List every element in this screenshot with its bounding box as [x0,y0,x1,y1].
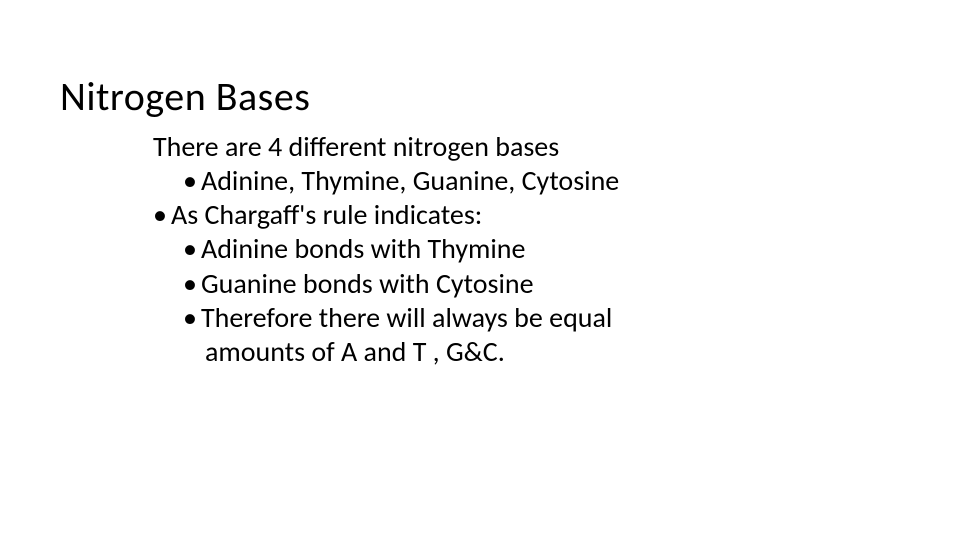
bullet-text: Adinine bonds with Thymine [201,231,525,266]
bullet-item-therefore-cont: amounts of A and T , G&C. [205,335,853,369]
bullet-item-gc: •Guanine bonds with Cytosine [183,267,853,301]
slide: Nitrogen Bases There are 4 different nit… [0,0,960,540]
bullet-text: Guanine bonds with Cytosine [201,266,534,301]
bullet-icon: • [183,164,201,198]
bullet-text: Adinine, Thymine, Guanine, Cytosine [201,163,619,198]
bullet-item-chargaff: •As Chargaff's rule indicates: [153,198,853,232]
slide-body: There are 4 different nitrogen bases •Ad… [153,130,853,369]
bullet-text: Therefore there will always be equal [201,300,612,335]
body-line-intro: There are 4 different nitrogen bases [153,130,853,164]
bullet-item-at: •Adinine bonds with Thymine [183,232,853,266]
bullet-text: As Chargaff's rule indicates: [171,197,482,232]
bullet-item-therefore: •Therefore there will always be equal [183,301,853,335]
bullet-icon: • [183,232,201,266]
slide-title: Nitrogen Bases [60,72,310,121]
bullet-icon: • [183,267,201,301]
bullet-item-bases: •Adinine, Thymine, Guanine, Cytosine [183,164,853,198]
bullet-icon: • [153,198,171,232]
bullet-icon: • [183,301,201,335]
